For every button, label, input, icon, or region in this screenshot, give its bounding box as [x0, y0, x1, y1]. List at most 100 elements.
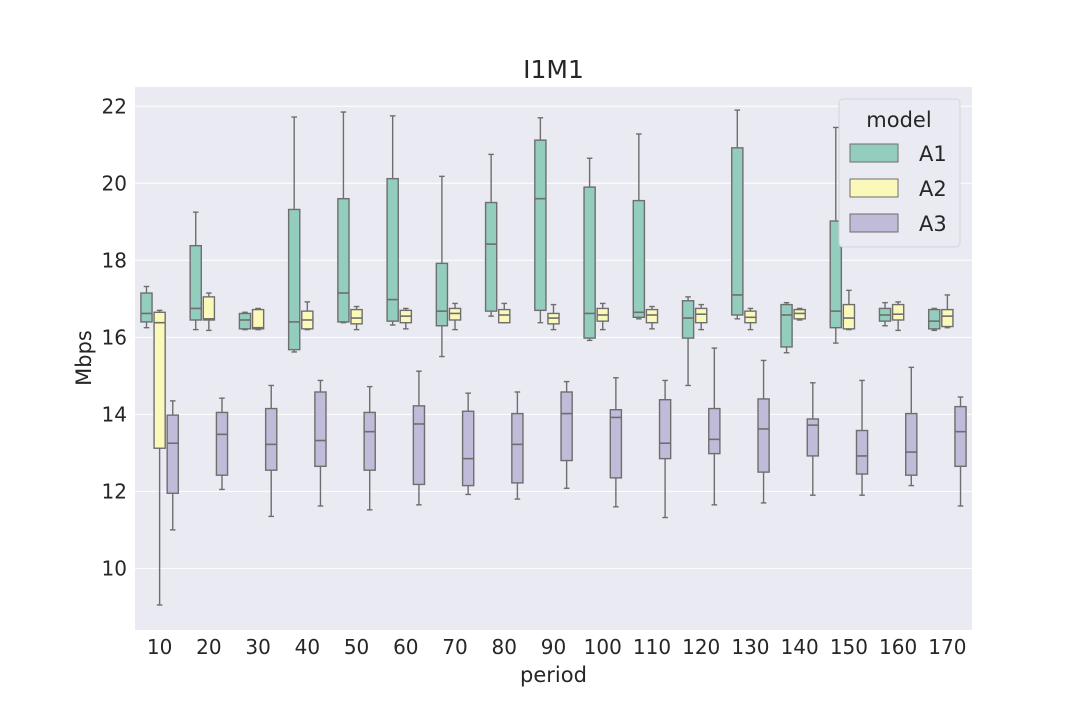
- box-A1-40: [287, 116, 301, 353]
- box-groups: [140, 109, 967, 606]
- y-axis-label: Mbps: [72, 330, 96, 386]
- box-A2-110: [645, 305, 659, 330]
- box-body: [350, 308, 363, 325]
- x-tick-label: 160: [879, 635, 917, 659]
- box-A3-30: [264, 384, 278, 518]
- legend-label: A1: [919, 142, 947, 166]
- box-body: [806, 418, 820, 457]
- box-body: [891, 303, 905, 321]
- box-body: [941, 308, 954, 328]
- box-body: [560, 391, 573, 462]
- x-tick-label: 50: [344, 635, 369, 659]
- x-axis-label: period: [520, 663, 587, 687]
- legend-title: model: [866, 108, 931, 132]
- series-A2: [153, 289, 954, 606]
- x-tick-label: 60: [393, 635, 418, 659]
- box-body: [363, 411, 376, 471]
- y-tick-label: 14: [102, 402, 127, 426]
- box-A2-130: [744, 307, 757, 331]
- legend-label: A3: [919, 212, 947, 236]
- series-A3: [166, 347, 967, 531]
- box-A1-170: [927, 307, 941, 332]
- x-tick-label: 170: [928, 635, 966, 659]
- box-body: [905, 412, 918, 476]
- box-body: [954, 405, 967, 468]
- box-A1-70: [435, 175, 449, 358]
- box-A3-140: [806, 382, 820, 496]
- y-tick-label: 12: [102, 479, 127, 503]
- box-A3-70: [461, 392, 475, 496]
- y-tick-label: 22: [102, 94, 127, 118]
- box-A3-110: [658, 379, 672, 519]
- box-A1-110: [632, 133, 646, 320]
- legend-item-A3: A3: [849, 212, 947, 236]
- box-A3-20: [215, 397, 229, 491]
- box-A2-150: [842, 289, 856, 331]
- x-tick-label: 130: [731, 635, 769, 659]
- y-tick-labels: 10 12 14 16 18 20 22: [102, 94, 127, 580]
- legend-frame: [838, 98, 961, 248]
- x-tick-label: 10: [147, 635, 172, 659]
- x-tick-label: 110: [633, 635, 671, 659]
- box-A1-30: [238, 311, 252, 331]
- box-A2-90: [547, 303, 560, 331]
- box-A1-140: [780, 301, 793, 354]
- box-A3-60: [412, 370, 426, 506]
- box-A3-130: [757, 359, 770, 504]
- x-tick-label: 30: [245, 635, 270, 659]
- y-tick-label: 16: [102, 325, 127, 349]
- box-A3-50: [363, 385, 376, 511]
- box-body: [757, 398, 770, 473]
- box-A2-100: [596, 302, 610, 331]
- x-tick-label: 80: [492, 635, 517, 659]
- box-body: [855, 429, 869, 475]
- box-A2-50: [350, 305, 363, 331]
- box-A1-10: [140, 285, 153, 329]
- box-A2-160: [891, 301, 905, 332]
- box-body: [202, 296, 216, 321]
- box-body: [435, 262, 449, 327]
- box-body: [534, 139, 547, 312]
- series-A1: [140, 109, 941, 387]
- box-body: [140, 292, 153, 323]
- box-body: [498, 308, 511, 324]
- x-tick-label: 90: [541, 635, 566, 659]
- y-tick-label: 20: [102, 171, 127, 195]
- box-A1-20: [189, 211, 202, 331]
- box-body: [694, 307, 708, 324]
- x-tick-label: 20: [196, 635, 221, 659]
- box-A2-70: [448, 302, 462, 331]
- box-body: [708, 407, 721, 455]
- box-A1-130: [731, 109, 744, 320]
- plot-background: [135, 87, 972, 630]
- box-A3-120: [708, 347, 721, 506]
- x-tick-label: 140: [781, 635, 819, 659]
- box-body: [215, 411, 229, 476]
- box-body: [731, 147, 744, 316]
- box-body: [189, 244, 202, 321]
- legend-label: A2: [919, 177, 947, 201]
- box-body: [829, 220, 843, 329]
- box-A2-20: [202, 292, 216, 332]
- x-tick-label: 120: [682, 635, 720, 659]
- box-A3-150: [855, 379, 869, 496]
- box-body: [251, 308, 265, 330]
- box-A2-170: [941, 294, 954, 329]
- box-A2-30: [251, 307, 265, 331]
- box-A3-170: [954, 396, 967, 507]
- legend-swatch: [849, 178, 899, 198]
- box-A1-150: [829, 126, 843, 344]
- box-body: [412, 405, 426, 486]
- box-body: [645, 308, 659, 324]
- box-A2-10: [153, 309, 166, 606]
- box-body: [337, 197, 350, 323]
- box-A1-100: [583, 157, 596, 342]
- x-tick-label: 70: [442, 635, 467, 659]
- box-body: [153, 311, 166, 449]
- box-A3-80: [511, 391, 524, 500]
- chart-title: I1M1: [523, 55, 584, 84]
- box-A3-10: [166, 400, 180, 531]
- legend-swatch: [849, 213, 899, 233]
- legend-swatch: [849, 143, 899, 163]
